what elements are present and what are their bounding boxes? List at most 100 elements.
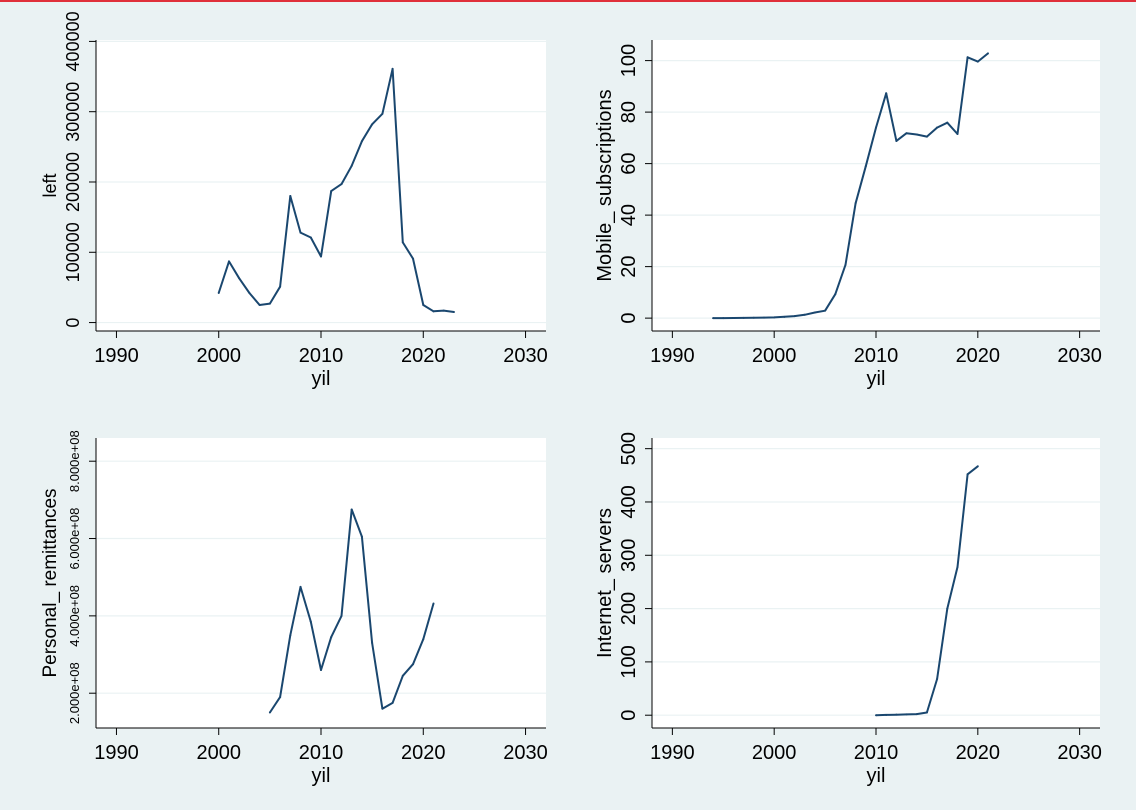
data-point xyxy=(915,713,918,716)
data-point xyxy=(976,60,979,63)
x-tick-label: 1990 xyxy=(94,742,139,764)
plot-area xyxy=(652,438,1100,728)
y-tick-label: 300000 xyxy=(63,82,83,142)
data-point xyxy=(905,713,908,716)
series-line xyxy=(713,52,989,320)
y-tick-label: 60 xyxy=(618,152,640,174)
y-tick-label: 100 xyxy=(618,44,640,77)
data-point xyxy=(834,293,837,296)
data-point xyxy=(976,465,979,468)
y-tick-label: 0 xyxy=(618,710,640,721)
data-point xyxy=(320,669,322,671)
x-tick-label: 2030 xyxy=(503,345,548,367)
data-point xyxy=(371,123,374,126)
data-point xyxy=(895,713,898,716)
data-point xyxy=(793,315,796,318)
y-tick-label: 100 xyxy=(618,645,640,678)
x-tick-label: 1990 xyxy=(650,345,695,367)
data-point xyxy=(966,473,969,476)
data-point xyxy=(391,67,394,70)
y-tick-label: 100000 xyxy=(63,222,83,282)
series-line xyxy=(217,67,455,313)
data-point xyxy=(432,602,435,605)
data-point xyxy=(330,190,333,193)
data-point xyxy=(350,508,353,511)
y-axis-title: Internet_ servers xyxy=(594,508,616,658)
x-tick-label: 2000 xyxy=(196,742,241,764)
data-point xyxy=(864,165,867,168)
data-point xyxy=(401,674,404,677)
data-point xyxy=(391,701,394,704)
y-tick-label: 6.000e+08 xyxy=(67,508,82,570)
data-point xyxy=(763,316,765,319)
data-point xyxy=(956,566,959,569)
y-tick-label: 0 xyxy=(63,318,83,328)
data-point xyxy=(258,303,261,306)
x-axis-title: yil xyxy=(867,765,886,787)
y-axis-title: Mobile_ subscriptions xyxy=(594,89,616,281)
x-axis-title: yil xyxy=(312,765,331,787)
x-tick-label: 1990 xyxy=(94,345,139,367)
data-point xyxy=(885,713,888,716)
y-tick-label: 0 xyxy=(618,313,640,324)
data-point xyxy=(987,52,989,55)
data-point xyxy=(966,56,969,59)
x-tick-label: 2020 xyxy=(401,345,446,367)
x-tick-label: 2010 xyxy=(299,345,344,367)
data-point xyxy=(289,634,292,637)
y-tick-label: 200000 xyxy=(63,152,83,212)
y-tick-label: 500 xyxy=(618,432,640,465)
data-point xyxy=(936,126,939,129)
data-point xyxy=(452,311,455,314)
data-point xyxy=(268,711,271,714)
data-point xyxy=(350,164,353,167)
data-point xyxy=(875,126,877,129)
data-point xyxy=(925,135,928,138)
data-point xyxy=(381,112,384,115)
y-tick-label: 300 xyxy=(618,539,640,572)
y-tick-label: 4.000e+08 xyxy=(67,585,82,647)
data-point xyxy=(915,133,918,136)
data-point xyxy=(742,316,745,319)
data-point xyxy=(320,255,322,258)
y-tick-label: 400 xyxy=(618,485,640,518)
x-tick-label: 2020 xyxy=(401,742,446,764)
data-point xyxy=(905,132,908,135)
top-border xyxy=(0,0,1136,2)
data-point xyxy=(813,311,816,314)
plot-area xyxy=(652,40,1100,331)
x-tick-label: 2000 xyxy=(752,742,797,764)
data-point xyxy=(238,277,241,280)
data-point xyxy=(946,607,949,610)
chart-panel-2: 1990 2000 2010 2020 2030 0 20 40 60 80 100 yil Mobil… xyxy=(594,40,1102,390)
data-point xyxy=(422,303,425,306)
x-axis-title: yil xyxy=(312,368,331,390)
data-point xyxy=(732,316,735,319)
x-tick-label: 2020 xyxy=(956,345,1001,367)
data-point xyxy=(752,316,755,319)
data-point xyxy=(956,132,959,135)
x-tick-label: 2000 xyxy=(196,345,241,367)
chart-panel-3: 1990 2000 2010 2020 2030 2.000e+08 4.000e+08 6.… xyxy=(40,430,548,787)
data-point xyxy=(381,707,384,710)
data-point xyxy=(340,614,343,617)
y-axis-title: left xyxy=(40,173,60,197)
y-tick-label: 2.000e+08 xyxy=(67,662,82,724)
x-tick-label: 2000 xyxy=(752,345,797,367)
data-point xyxy=(279,696,282,699)
data-point xyxy=(289,195,292,198)
x-axis-title: yil xyxy=(867,368,886,390)
chart-panel-4: 1990 2000 2010 2020 2030 0 100 200 300 400 500 yil I… xyxy=(594,432,1102,787)
y-tick-label: 80 xyxy=(618,101,640,123)
data-point xyxy=(442,309,445,312)
data-point xyxy=(279,285,282,288)
data-point xyxy=(309,236,312,239)
y-tick-label: 200 xyxy=(618,592,640,625)
data-point xyxy=(803,313,806,316)
data-point xyxy=(401,241,404,244)
y-tick-label: 8.000e+08 xyxy=(67,430,82,492)
data-point xyxy=(854,202,857,205)
y-tick-label: 400000 xyxy=(63,11,83,71)
data-point xyxy=(783,315,786,318)
plot-area xyxy=(96,40,546,331)
